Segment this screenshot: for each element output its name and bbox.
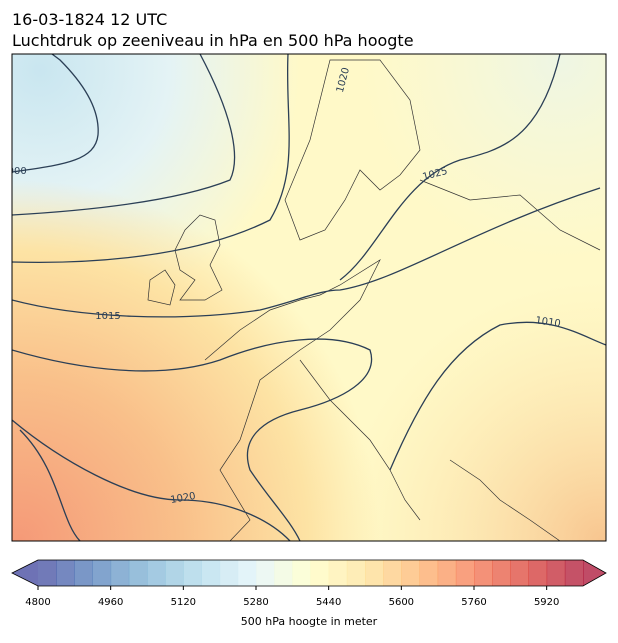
colorbar-segment [492, 560, 511, 586]
title: 16-03-1824 12 UTC [12, 10, 167, 29]
colorbar-extend-high [583, 560, 606, 586]
map-frame [11, 53, 607, 542]
colorbar-segment [219, 560, 239, 586]
colorbar-tick-label: 4800 [25, 597, 50, 608]
colorbar-tick-label: 4960 [98, 597, 123, 608]
colorbar-segment [274, 560, 293, 586]
colorbar-tick-label: 5120 [171, 597, 196, 608]
colorbar-segment [92, 560, 112, 586]
colorbar-tick-label: 5280 [243, 597, 268, 608]
colorbar-segment [401, 560, 420, 586]
colorbar-segment [165, 560, 184, 586]
colorbar-segment [128, 560, 148, 586]
map-area: 1000 1025 1020 1015 1010 1020 [1, 54, 606, 541]
colorbar-segment [383, 560, 402, 586]
colorbar-segment [56, 560, 75, 586]
colorbar: 4800 4960 5120 5280 5440 5600 5760 5920 [11, 559, 607, 608]
colorbar-label: 500 hPa hoogte in meter [241, 615, 378, 628]
colorbar-segment [38, 560, 57, 586]
colorbar-segment [365, 560, 384, 586]
colorbar-tick-label: 5440 [316, 597, 341, 608]
contour-label: 1020 [170, 491, 197, 506]
colorbar-segment [546, 560, 566, 586]
colorbar-segment [437, 560, 457, 586]
colorbar-segment [510, 560, 529, 586]
isobars [12, 54, 606, 541]
colorbar-segment [474, 560, 493, 586]
colorbar-outline [11, 559, 607, 587]
coastlines [147, 59, 601, 541]
colorbar-extend-low [12, 560, 38, 586]
colorbar-segment [74, 560, 93, 586]
colorbar-tick-label: 5600 [389, 597, 414, 608]
colorbar-segment [110, 560, 130, 586]
colorbar-tick-label: 5920 [534, 597, 559, 608]
contour-label: 1000 [1, 166, 26, 177]
colorbar-segment [528, 560, 548, 586]
colorbar-segment [455, 560, 475, 586]
colorbar-segment [147, 560, 166, 586]
contour-label: 1015 [95, 311, 120, 322]
colorbar-segment [328, 560, 348, 586]
colorbar-segment [237, 560, 257, 586]
contour-label: 1010 [535, 315, 562, 329]
colorbar-segment [292, 560, 311, 586]
colorbar-segment [310, 560, 330, 586]
colorbar-segment [201, 560, 221, 586]
colorbar-segment [346, 560, 366, 586]
colorbar-segment [256, 560, 275, 586]
colorbar-segment [419, 560, 439, 586]
subtitle: Luchtdruk op zeeniveau in hPa en 500 hPa… [12, 31, 414, 50]
colorbar-segment [564, 560, 584, 586]
colorbar-tick-label: 5760 [461, 597, 486, 608]
colorbar-segment [183, 560, 202, 586]
